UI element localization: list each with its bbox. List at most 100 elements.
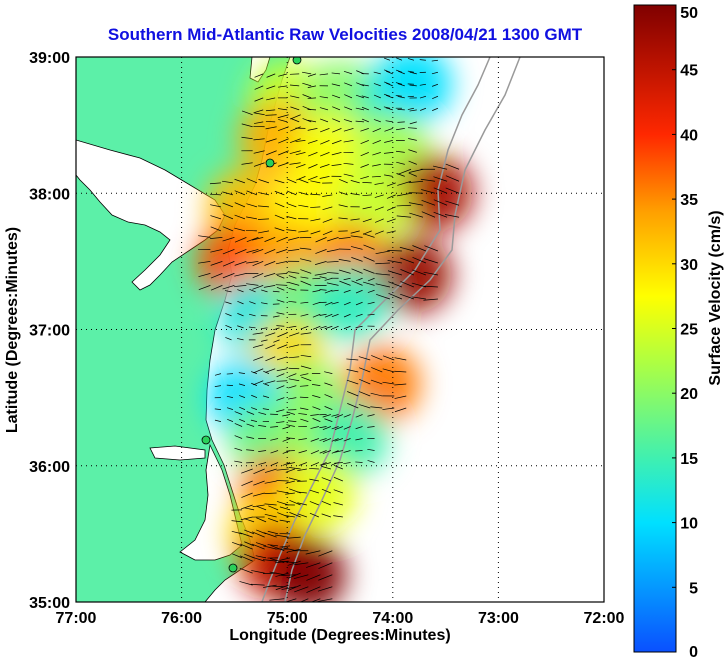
- velocity-arrow: [322, 230, 333, 236]
- velocity-arrow: [331, 152, 342, 156]
- velocity-arrow: [276, 501, 289, 506]
- velocity-arrow: [297, 513, 307, 518]
- velocity-arrow: [289, 84, 300, 87]
- velocity-arrow: [419, 59, 426, 61]
- velocity-arrow: [371, 355, 383, 361]
- velocity-arrow: [234, 411, 243, 415]
- velocity-arrow: [289, 332, 300, 337]
- velocity-arrow: [358, 404, 371, 409]
- velocity-arrow: [307, 140, 318, 144]
- velocity-arrow: [321, 477, 332, 482]
- velocity-arrow: [308, 152, 318, 157]
- velocity-arrow: [290, 95, 300, 99]
- velocity-arrow: [334, 462, 343, 464]
- velocity-arrow: [384, 81, 391, 85]
- velocity-arrow: [250, 583, 265, 586]
- velocity-arrow: [324, 289, 333, 294]
- velocity-arrow: [214, 373, 222, 376]
- velocity-arrow: [334, 450, 343, 453]
- velocity-arrow: [266, 85, 276, 90]
- velocity-arrow: [386, 182, 396, 187]
- colorbar-tick-label: 0: [689, 644, 698, 659]
- velocity-arrow: [210, 237, 223, 239]
- velocity-arrow: [246, 411, 255, 415]
- colorbar-tick-label: 45: [680, 63, 698, 80]
- velocity-arrow: [372, 164, 381, 167]
- velocity-arrow: [234, 460, 243, 463]
- velocity-arrow: [198, 235, 211, 238]
- velocity-arrow: [277, 162, 289, 167]
- velocity-arrow: [432, 165, 448, 170]
- velocity-arrow: [282, 438, 291, 442]
- velocity-arrow: [257, 205, 269, 208]
- velocity-arrow: [298, 230, 309, 233]
- velocity-arrow: [444, 214, 460, 218]
- colorbar-label: Surface Velocity (cm/s): [707, 210, 724, 385]
- velocity-arrow: [276, 368, 288, 372]
- velocity-arrow: [320, 128, 330, 133]
- velocity-arrow: [355, 414, 363, 418]
- velocity-arrow: [286, 411, 295, 415]
- velocity-arrow: [308, 176, 318, 181]
- velocity-arrow: [309, 501, 320, 506]
- velocity-arrow: [298, 191, 309, 196]
- velocity-arrow: [343, 162, 354, 165]
- x-tick-label: 77:00: [56, 610, 97, 627]
- velocity-arrow: [310, 450, 320, 455]
- y-axis: 39:00 38:00 37:00 36:00 35:00: [29, 50, 70, 612]
- velocity-arrow: [252, 492, 265, 497]
- velocity-arrow: [302, 94, 312, 99]
- velocity-arrow: [234, 227, 246, 232]
- velocity-arrow: [248, 326, 256, 329]
- velocity-arrow: [295, 164, 306, 169]
- velocity-arrow: [287, 560, 301, 566]
- velocity-arrow: [273, 327, 280, 331]
- velocity-arrow: [276, 480, 289, 482]
- velocity-arrow: [363, 281, 375, 286]
- velocity-arrow: [331, 164, 342, 166]
- velocity-arrow: [412, 257, 427, 264]
- velocity-arrow: [386, 230, 396, 234]
- velocity-arrow: [363, 244, 375, 250]
- velocity-arrow: [320, 152, 330, 157]
- velocity-arrow: [355, 94, 365, 99]
- velocity-arrow: [319, 450, 327, 454]
- x-axis: 77:00 76:00 75:00 74:00 73:00 72:00: [56, 610, 625, 627]
- velocity-arrow: [312, 313, 321, 318]
- velocity-arrow: [267, 517, 279, 523]
- velocity-arrow: [281, 561, 297, 564]
- y-tick-label: 38:00: [29, 186, 70, 203]
- x-tick-label: 75:00: [267, 610, 308, 627]
- velocity-arrow: [234, 261, 247, 266]
- velocity-arrow: [306, 574, 321, 581]
- velocity-arrows: [198, 57, 460, 602]
- velocity-arrow: [374, 230, 384, 235]
- velocity-arrow: [350, 246, 363, 250]
- velocity-arrow: [338, 217, 348, 220]
- velocity-arrow: [307, 97, 317, 99]
- velocity-arrow: [222, 237, 235, 242]
- velocity-arrow: [221, 180, 234, 184]
- velocity-arrow: [289, 162, 301, 165]
- velocity-arrow: [324, 394, 333, 398]
- velocity-arrow: [264, 513, 277, 518]
- velocity-arrow: [298, 438, 307, 441]
- velocity-arrow: [255, 542, 267, 547]
- velocity-arrow: [318, 550, 333, 557]
- velocity-arrow: [319, 107, 329, 111]
- velocity-arrow: [338, 204, 348, 208]
- velocity-arrow: [424, 245, 439, 252]
- velocity-arrow: [276, 397, 285, 401]
- velocity-arrow: [251, 556, 265, 562]
- velocity-arrow: [360, 140, 369, 145]
- velocity-arrow: [290, 114, 301, 120]
- velocity-arrow: [282, 414, 291, 417]
- velocity-arrow: [319, 176, 330, 179]
- velocity-arrow: [290, 118, 300, 123]
- velocity-arrow: [300, 313, 309, 317]
- velocity-arrow: [326, 249, 339, 253]
- velocity-arrow: [276, 490, 289, 494]
- velocity-arrow: [367, 277, 375, 282]
- velocity-arrow: [288, 281, 300, 286]
- velocity-arrow: [276, 299, 285, 303]
